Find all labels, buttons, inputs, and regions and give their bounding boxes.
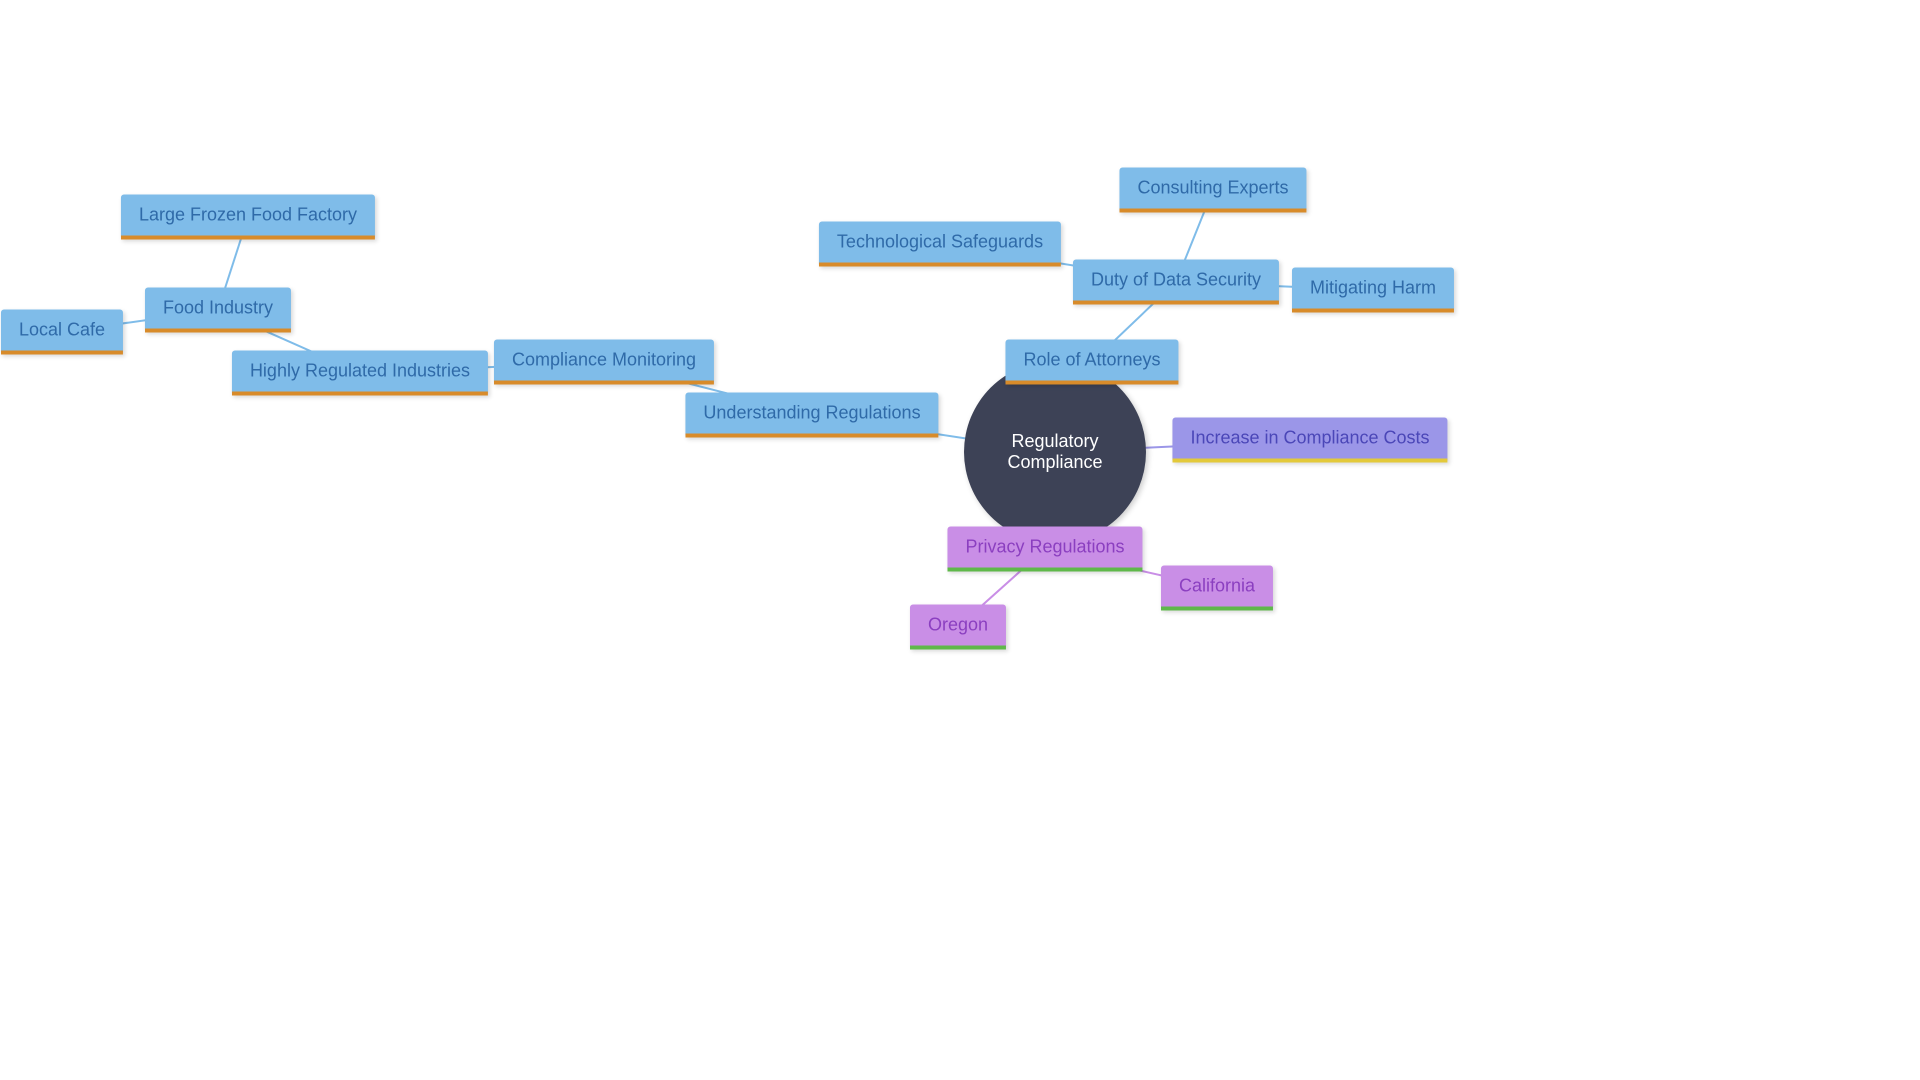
node-label: Privacy Regulations	[965, 537, 1124, 557]
node-duty-data-sec: Duty of Data Security	[1073, 260, 1279, 305]
node-privacy-regs: Privacy Regulations	[947, 527, 1142, 572]
node-mitigating-harm: Mitigating Harm	[1292, 268, 1454, 313]
node-label: Understanding Regulations	[703, 403, 920, 423]
center-node-label: Regulatory Compliance	[964, 431, 1146, 473]
node-oregon: Oregon	[910, 605, 1006, 650]
node-frozen-food: Large Frozen Food Factory	[121, 195, 375, 240]
node-role-attorneys: Role of Attorneys	[1005, 340, 1178, 385]
node-label: Technological Safeguards	[837, 232, 1043, 252]
diagram-canvas: Regulatory Compliance Role of Attorneys Du…	[0, 0, 1920, 1080]
node-label: Local Cafe	[19, 320, 105, 340]
node-label: Role of Attorneys	[1023, 350, 1160, 370]
node-label: Duty of Data Security	[1091, 270, 1261, 290]
node-local-cafe: Local Cafe	[1, 310, 123, 355]
node-label: Consulting Experts	[1137, 178, 1288, 198]
node-label: Highly Regulated Industries	[250, 361, 470, 381]
node-tech-safeguards: Technological Safeguards	[819, 222, 1061, 267]
node-label: Mitigating Harm	[1310, 278, 1436, 298]
node-label: Food Industry	[163, 298, 273, 318]
node-label: Large Frozen Food Factory	[139, 205, 357, 225]
node-food-industry: Food Industry	[145, 288, 291, 333]
node-label: California	[1179, 576, 1255, 596]
node-compliance-monitoring: Compliance Monitoring	[494, 340, 714, 385]
node-label: Oregon	[928, 615, 988, 635]
node-consult-experts: Consulting Experts	[1119, 168, 1306, 213]
node-label: Increase in Compliance Costs	[1190, 428, 1429, 448]
node-hri: Highly Regulated Industries	[232, 351, 488, 396]
node-understanding-regs: Understanding Regulations	[685, 393, 938, 438]
node-increase-costs: Increase in Compliance Costs	[1172, 418, 1447, 463]
node-label: Compliance Monitoring	[512, 350, 696, 370]
node-california: California	[1161, 566, 1273, 611]
center-node: Regulatory Compliance	[964, 361, 1146, 543]
